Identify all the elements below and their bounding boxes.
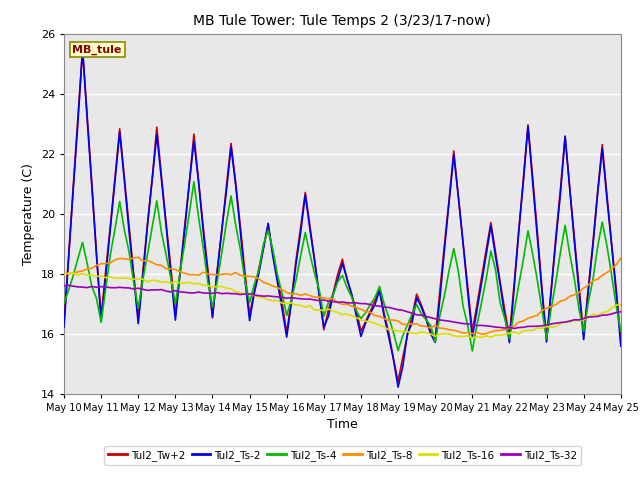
Tul2_Ts-8 — [301, 291, 309, 297]
Tul2_Ts-8 — [413, 321, 420, 327]
Tul2_Ts-4 — [617, 328, 625, 334]
Tul2_Tw+2 — [301, 190, 309, 195]
Tul2_Ts-16 — [617, 302, 625, 308]
Tul2_Ts-8 — [589, 278, 597, 284]
Tul2_Ts-16 — [441, 331, 449, 336]
Line: Tul2_Ts-32: Tul2_Ts-32 — [64, 285, 621, 328]
Tul2_Ts-8 — [134, 254, 142, 260]
Line: Tul2_Tw+2: Tul2_Tw+2 — [64, 50, 621, 382]
Tul2_Ts-16 — [301, 304, 309, 310]
Tul2_Ts-32 — [195, 289, 202, 295]
Line: Tul2_Ts-2: Tul2_Ts-2 — [64, 48, 621, 387]
Tul2_Ts-16 — [413, 331, 420, 336]
Tul2_Ts-2 — [60, 324, 68, 330]
Tul2_Ts-32 — [617, 309, 625, 314]
Tul2_Ts-2 — [617, 343, 625, 349]
Tul2_Ts-32 — [301, 296, 309, 302]
Tul2_Ts-32 — [441, 318, 449, 324]
Tul2_Ts-16 — [195, 281, 202, 287]
Tul2_Ts-4 — [116, 199, 124, 204]
Tul2_Ts-32 — [65, 282, 72, 288]
Line: Tul2_Ts-4: Tul2_Ts-4 — [64, 182, 621, 351]
Tul2_Tw+2 — [394, 379, 402, 384]
Tul2_Tw+2 — [60, 319, 68, 325]
Tul2_Ts-16 — [589, 312, 597, 317]
Tul2_Ts-8 — [195, 273, 202, 278]
Tul2_Ts-4 — [60, 300, 68, 306]
Tul2_Ts-2 — [120, 177, 128, 183]
Tul2_Ts-8 — [617, 255, 625, 261]
Tul2_Ts-4 — [190, 179, 198, 185]
Tul2_Ts-16 — [65, 270, 72, 276]
Tul2_Tw+2 — [445, 196, 453, 202]
Text: MB_tule: MB_tule — [72, 44, 122, 55]
Tul2_Ts-2 — [589, 242, 597, 248]
Line: Tul2_Ts-16: Tul2_Ts-16 — [64, 273, 621, 337]
Tul2_Ts-2 — [195, 179, 202, 184]
Tul2_Ts-32 — [510, 325, 518, 331]
Tul2_Ts-32 — [60, 283, 68, 288]
Tul2_Ts-4 — [301, 230, 309, 236]
Tul2_Ts-16 — [120, 275, 128, 281]
Tul2_Tw+2 — [417, 302, 425, 308]
Tul2_Ts-4 — [413, 301, 420, 307]
Tul2_Ts-2 — [417, 304, 425, 310]
Line: Tul2_Ts-8: Tul2_Ts-8 — [64, 257, 621, 334]
Tul2_Tw+2 — [120, 174, 128, 180]
Tul2_Ts-32 — [120, 285, 128, 291]
Tul2_Ts-32 — [589, 314, 597, 320]
Tul2_Ts-16 — [60, 272, 68, 277]
Tul2_Tw+2 — [589, 240, 597, 245]
Tul2_Ts-4 — [441, 293, 449, 299]
Tul2_Ts-32 — [413, 312, 420, 318]
Tul2_Ts-2 — [301, 192, 309, 198]
Y-axis label: Temperature (C): Temperature (C) — [22, 163, 35, 264]
Tul2_Tw+2 — [195, 179, 202, 184]
Tul2_Ts-2 — [79, 46, 86, 51]
Legend: Tul2_Tw+2, Tul2_Ts-2, Tul2_Ts-4, Tul2_Ts-8, Tul2_Ts-16, Tul2_Ts-32: Tul2_Tw+2, Tul2_Ts-2, Tul2_Ts-4, Tul2_Ts… — [104, 445, 581, 465]
Tul2_Ts-4 — [468, 348, 476, 354]
Tul2_Ts-8 — [477, 331, 486, 337]
Tul2_Ts-4 — [195, 215, 202, 220]
Tul2_Ts-2 — [445, 199, 453, 204]
Tul2_Tw+2 — [617, 337, 625, 343]
Title: MB Tule Tower: Tule Temps 2 (3/23/17-now): MB Tule Tower: Tule Temps 2 (3/23/17-now… — [193, 14, 492, 28]
Tul2_Ts-8 — [116, 255, 124, 261]
X-axis label: Time: Time — [327, 418, 358, 431]
Tul2_Ts-2 — [394, 384, 402, 390]
Tul2_Ts-4 — [589, 276, 597, 282]
Tul2_Ts-8 — [60, 271, 68, 277]
Tul2_Ts-16 — [468, 335, 476, 340]
Tul2_Ts-8 — [441, 326, 449, 332]
Tul2_Tw+2 — [79, 47, 86, 53]
